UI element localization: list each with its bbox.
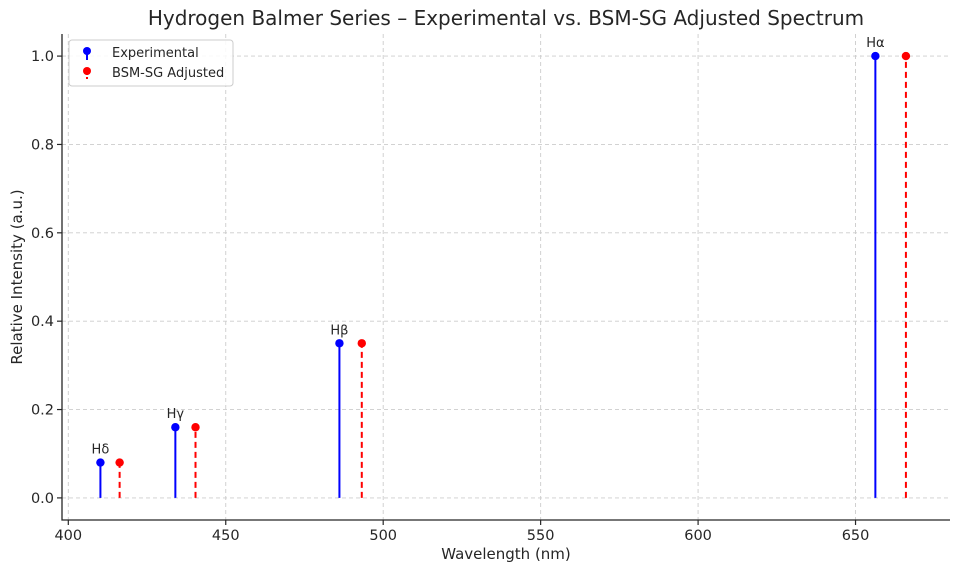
tick-labels: 400 450 500 550 600 650 0.0 0.2 0.4 0.6 0.8 1.0 xyxy=(31,49,869,544)
legend-bsm-sg-adjusted-marker xyxy=(83,67,91,75)
y-tick-label: 0.2 xyxy=(31,403,54,419)
peak-labels: Hα Hβ Hγ Hδ xyxy=(92,36,885,457)
peak-label: Hγ xyxy=(167,407,185,422)
x-axis-label: Wavelength (nm) xyxy=(441,545,571,563)
legend-bsm-sg-adjusted-label: BSM-SG Adjusted xyxy=(112,66,224,81)
bsm-sg-adjusted-point xyxy=(901,51,911,61)
chart-title: Hydrogen Balmer Series – Experimental vs… xyxy=(148,6,864,30)
experimental-point xyxy=(96,458,105,467)
peak-label: Hβ xyxy=(330,323,348,338)
experimental-point xyxy=(335,339,344,348)
experimental-point xyxy=(871,51,880,61)
legend-experimental-marker xyxy=(83,47,91,55)
x-tick-label: 500 xyxy=(369,528,397,544)
experimental-point xyxy=(171,423,180,432)
legend-experimental-label: Experimental xyxy=(112,46,199,61)
x-tick-label: 400 xyxy=(54,528,82,544)
bsm-sg-adjusted-point xyxy=(115,458,124,467)
y-tick-label: 0.4 xyxy=(31,314,54,330)
y-tick-label: 0.8 xyxy=(31,137,54,153)
legend-frame xyxy=(68,39,234,87)
bsm-sg-adjusted-point xyxy=(191,423,200,432)
x-tick-label: 550 xyxy=(527,528,555,544)
y-tick-label: 1.0 xyxy=(31,49,54,65)
legend: Experimental BSM-SG Adjusted xyxy=(68,39,234,87)
x-tick-label: 650 xyxy=(842,528,870,544)
y-tick-label: 0.0 xyxy=(31,491,54,507)
axes xyxy=(57,34,950,525)
y-tick-label: 0.6 xyxy=(31,226,54,242)
peak-label: Hα xyxy=(866,36,884,51)
x-tick-label: 450 xyxy=(212,528,240,544)
stems-layer xyxy=(96,51,911,498)
y-axis-label: Relative Intensity (a.u.) xyxy=(8,189,26,364)
peak-label: Hδ xyxy=(92,443,110,458)
x-tick-label: 600 xyxy=(684,528,712,544)
axis-spines xyxy=(61,34,950,521)
bsm-sg-adjusted-point xyxy=(357,339,366,348)
